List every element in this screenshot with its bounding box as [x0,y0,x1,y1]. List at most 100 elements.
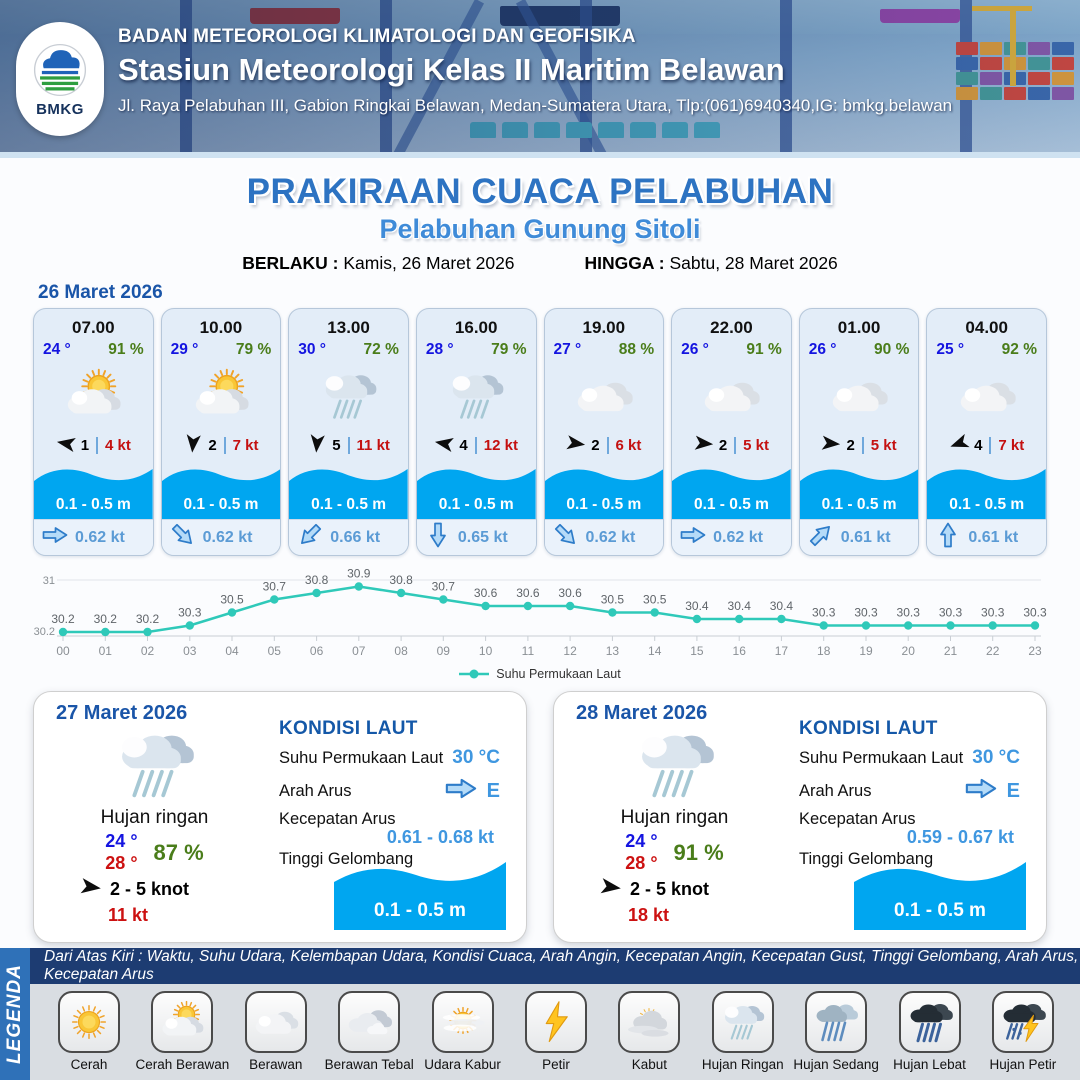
cerah-berawan-icon [195,368,249,414]
current-row: 0.61 kt [927,519,1046,555]
min-temperature: 24 ° [625,831,658,851]
svg-text:22: 22 [986,644,1000,658]
berawan-icon [960,382,1016,412]
sst-data-point [819,621,828,630]
svg-text:30.2: 30.2 [136,612,160,626]
wave-height: 0.1 - 0.5 m [566,496,642,513]
weather-icon [672,359,791,433]
svg-text:30.7: 30.7 [263,580,287,594]
current-direction-icon [297,523,323,550]
current-direction-icon [553,523,579,550]
current-arrow-icon [809,526,830,547]
svg-text:15: 15 [690,644,704,658]
sst-data-point [735,614,744,624]
svg-text:05: 05 [268,644,282,658]
day-date: 27 Maret 2026 [56,702,188,724]
sst-data-point [270,595,279,604]
air-temperature: 26 ° [808,341,837,358]
svg-text:30.6: 30.6 [516,586,540,600]
svg-text:03: 03 [183,644,197,658]
legend-weather-icon [524,991,587,1053]
separator [734,437,737,454]
legend-weather-icon [431,991,494,1053]
forecast-date: 26 Maret 2026 [38,282,163,303]
hujan-sedang-icon [816,1004,859,1042]
humidity: 90 % [874,341,910,358]
separator [861,437,864,454]
legend-item-label: Cerah [70,1057,108,1072]
sst-data-point [396,588,406,598]
hourly-forecast-card: 07.00 24 ° 91 % 1 4 kt 0.1 - 0.5 m 0.62 … [33,308,154,556]
hourly-forecast-card: 16.00 28 ° 79 % 4 12 kt 0.1 - 0.5 m 0.65… [415,308,537,556]
current-row: 0.61 kt [799,519,919,555]
current-arrow-icon [430,522,446,548]
svg-text:30.5: 30.5 [220,593,244,607]
sst-data-point [58,627,68,637]
wave-shape [927,469,1046,519]
humidity: 92 % [1001,341,1037,358]
header-overlay [0,0,1080,158]
sea-conditions-title: KONDISI LAUT [279,718,418,739]
svg-text:30.9: 30.9 [347,567,371,581]
current-direction-value: E [486,780,500,802]
sst-data-point [227,608,237,617]
svg-text:10: 10 [479,644,493,658]
sst-data-point [946,621,955,630]
header-bottom-strip [0,152,1080,158]
svg-text:11: 11 [522,644,535,658]
legend-item: Hujan Sedang [791,991,881,1080]
udara-kabur-icon [442,1006,485,1034]
sst-data-point [143,627,152,637]
svg-text:30.5: 30.5 [601,593,625,607]
legend-item-label: Petir [542,1057,570,1072]
current-direction-icon [445,776,477,807]
legend-sidebar: LEGENDA [0,948,30,1080]
sst-data-point [185,621,194,630]
legend-item-label: Berawan Tebal [324,1057,414,1072]
current-row: 0.62 kt [34,519,153,555]
direction-dart-icon [56,438,76,452]
separator [606,437,609,454]
legend-item: Cerah [44,991,134,1080]
current-speed: 0.61 kt [840,528,891,546]
wave-height: 0.1 - 0.5 m [311,496,387,513]
sst-chart-plot: 31 30.2 30.2 00 30.2 01 30.2 02 30.3 03 30.5 04 30.7… [33,562,1047,667]
berawan-icon [255,1011,298,1034]
wave-height-band: 0.1 - 0.5 m [289,463,408,519]
gust-speed: 5 kt [870,437,897,454]
current-direction-icon [42,525,68,550]
legend-item: Berawan Tebal [324,991,414,1080]
wind-row: 2 6 kt [545,435,664,456]
legend-item-label: Berawan [249,1057,303,1072]
separator [989,437,992,454]
svg-text:30.4: 30.4 [728,599,752,613]
until-label: HINGGA : [584,253,665,273]
direction-dart-icon [950,433,970,448]
legend-weather-icon [338,991,401,1053]
svg-text:08: 08 [394,644,408,658]
svg-text:04: 04 [225,644,239,658]
humidity: 88 % [618,341,655,358]
wind-speed: 4 [974,437,983,454]
air-temperature: 27 ° [553,341,582,358]
gust-speed: 18 kt [628,905,670,926]
forecast-time: 01.00 [837,318,881,337]
org-name: BADAN METEOROLOGI KLIMATOLOGI DAN GEOFIS… [118,26,636,47]
legend-sidebar-label: LEGENDA [4,964,25,1064]
wind-direction-icon [566,435,586,456]
wind-speed: 1 [80,437,90,454]
svg-text:00: 00 [56,644,70,658]
legend-weather-icon [711,991,774,1053]
wave-shape [799,469,919,519]
wind-direction-icon [307,434,327,456]
wave-shape [672,469,791,519]
wave-height-label: Tinggi Gelombang [279,850,414,868]
svg-text:17: 17 [775,644,789,658]
legend-item: Kabut [604,991,694,1080]
forecast-time: 19.00 [582,318,626,337]
svg-text:30.3: 30.3 [981,606,1005,620]
wind-direction-icon [949,433,970,456]
sst-data-point [101,627,110,637]
legend-marker-icon [459,669,490,679]
day-date: 28 Maret 2026 [576,702,708,724]
